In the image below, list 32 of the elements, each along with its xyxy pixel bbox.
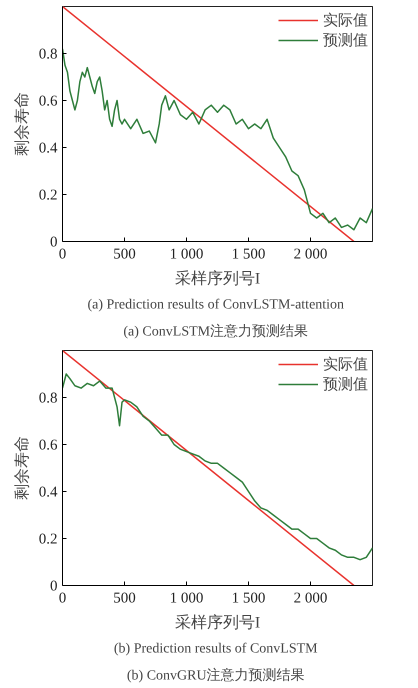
x-tick-label: 1 500 (232, 246, 266, 262)
text: (a) ConvLSTM注意力预测结果 (123, 324, 308, 340)
y-tick-label: 0.2 (38, 188, 58, 204)
x-tick-label: 1 000 (170, 590, 204, 606)
y-tick-label: 0 (50, 234, 58, 250)
text: (b) Prediction results of ConvLSTM (114, 642, 318, 656)
y-axis-title: 剩余寿命 (14, 92, 31, 156)
y-tick-label: 0.8 (38, 390, 58, 406)
text: (a) Prediction results of ConvLSTM-attention (87, 298, 344, 312)
legend-label: 预测值 (323, 32, 368, 50)
x-tick-label: 1 000 (170, 246, 204, 262)
x-tick-label: 2 000 (294, 590, 328, 606)
x-axis-title: 采样序列号I (174, 270, 260, 288)
text: (b) ConvGRU注意力预测结果 (126, 668, 305, 684)
x-tick-label: 2 000 (294, 246, 328, 262)
legend-label: 实际值 (323, 12, 368, 30)
x-tick-label: 1 500 (232, 590, 266, 606)
y-tick-label: 0.8 (38, 46, 58, 62)
line-series (62, 48, 372, 230)
y-tick-label: 0 (50, 578, 58, 594)
y-tick-label: 0.4 (38, 484, 58, 500)
y-tick-label: 0.6 (38, 438, 58, 454)
x-tick-label: 500 (113, 246, 136, 262)
line-series (62, 373, 372, 560)
legend-label: 实际值 (323, 356, 368, 374)
y-tick-label: 0.6 (38, 94, 58, 110)
legend-label: 预测值 (323, 376, 368, 394)
y-tick-label: 0.4 (38, 140, 58, 156)
x-tick-label: 500 (113, 590, 136, 606)
y-axis-title: 剩余寿命 (14, 436, 31, 500)
y-tick-label: 0.2 (38, 532, 58, 548)
x-axis-title: 采样序列号I (174, 614, 260, 632)
